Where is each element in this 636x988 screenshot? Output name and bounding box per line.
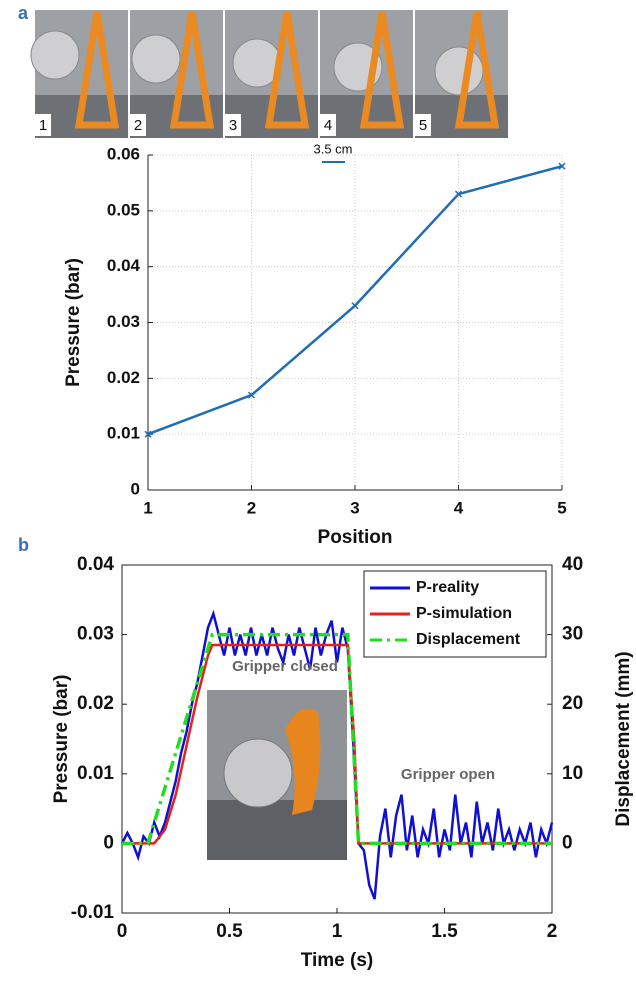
- photo-disc: [434, 46, 484, 96]
- x-tick-label: 4: [454, 498, 464, 517]
- photo-disc: [131, 34, 181, 84]
- plots: 0 0.01 0.02 0.03 0.04 0.05 0.06 1 2 3 4 5 Position Pr…: [51, 144, 634, 971]
- y-axis-label: Pressure (bar): [51, 675, 72, 804]
- y-tick-label: 0.02: [107, 368, 140, 387]
- y2-tick-label: 30: [562, 624, 583, 645]
- photo-disc: [30, 30, 80, 80]
- photo-label: 5: [419, 117, 427, 134]
- photo-label-bg: [415, 114, 431, 136]
- x-tick-label: 5: [557, 498, 566, 517]
- y-tick-label: 0.01: [77, 763, 114, 784]
- x-tick-label: 1: [332, 921, 343, 942]
- panel-label: a: [18, 3, 29, 23]
- legend-label: Displacement: [416, 631, 521, 648]
- x-tick-label: 0: [117, 921, 128, 942]
- y-tick-label: 0.04: [77, 554, 114, 575]
- x-tick-label: 1.5: [431, 921, 458, 942]
- y-tick-label: 0: [103, 832, 114, 853]
- inset-base: [207, 800, 347, 860]
- x-tick-label: 3: [350, 498, 359, 517]
- data-point: [144, 430, 152, 438]
- x-axis-label: Position: [318, 527, 393, 548]
- y-tick-label: 0.03: [77, 624, 114, 645]
- legend-label: P-reality: [416, 579, 479, 596]
- photo-label: 4: [324, 117, 332, 134]
- chart: 0 0.01 0.02 0.03 0.04 0.05 0.06 1 2 3 4 5 Position Pr…: [63, 144, 567, 548]
- y-tick-label: 0.02: [77, 693, 114, 714]
- photo-gripper: [454, 11, 500, 129]
- y-tick-label: 0.01: [107, 424, 140, 443]
- x-axis-label: Time (s): [301, 950, 374, 971]
- panel-label: b: [18, 535, 29, 555]
- photo-label-bg: [130, 114, 146, 136]
- data-point: [454, 190, 463, 198]
- photo-label-bg: [320, 114, 336, 136]
- y-axis-label: Pressure (bar): [63, 258, 84, 387]
- y2-tick-label: 0: [562, 832, 573, 853]
- y-tick-label: 0.06: [107, 144, 140, 163]
- x-tick-label: 2: [247, 498, 256, 517]
- x-tick-label: 0.5: [216, 921, 243, 942]
- y2-tick-label: 40: [562, 554, 583, 575]
- photo-strip: 1 2 3 4 5: [30, 10, 508, 138]
- y-tick-label: 0.05: [107, 200, 140, 219]
- photo-gripper: [169, 11, 215, 129]
- photo-gripper: [264, 11, 310, 129]
- y-tick-label: 0.03: [107, 312, 140, 331]
- photo-label: 2: [134, 117, 142, 134]
- scale-label: 3.5 cm: [313, 141, 352, 156]
- photo-label-bg: [225, 114, 241, 136]
- y-tick-label: 0: [131, 479, 140, 498]
- photo-label-bg: [35, 114, 51, 136]
- legend-label: P-simulation: [416, 605, 512, 622]
- photo-label: 3: [229, 117, 237, 134]
- y2-tick-label: 10: [562, 763, 583, 784]
- inset-gripper: [285, 708, 321, 815]
- annotation: Gripper open: [401, 766, 495, 783]
- photo-gripper: [359, 11, 405, 129]
- y-tick-label: -0.01: [71, 902, 115, 923]
- annotation: Gripper closed: [232, 658, 338, 675]
- plot-frame: [121, 564, 553, 914]
- data-point: [351, 302, 359, 310]
- data-point: [558, 162, 566, 170]
- inset-disc: [223, 738, 293, 808]
- x-tick-label: 2: [547, 921, 558, 942]
- photo-label: 1: [39, 117, 47, 134]
- data-point: [247, 391, 256, 399]
- y-tick-label: 0.04: [107, 256, 141, 275]
- x-tick-label: 1: [143, 498, 152, 517]
- inset-photo: [207, 690, 347, 860]
- y2-axis-label: Displacement (mm): [613, 651, 634, 826]
- photo-gripper: [74, 11, 120, 129]
- y2-tick-label: 20: [562, 693, 583, 714]
